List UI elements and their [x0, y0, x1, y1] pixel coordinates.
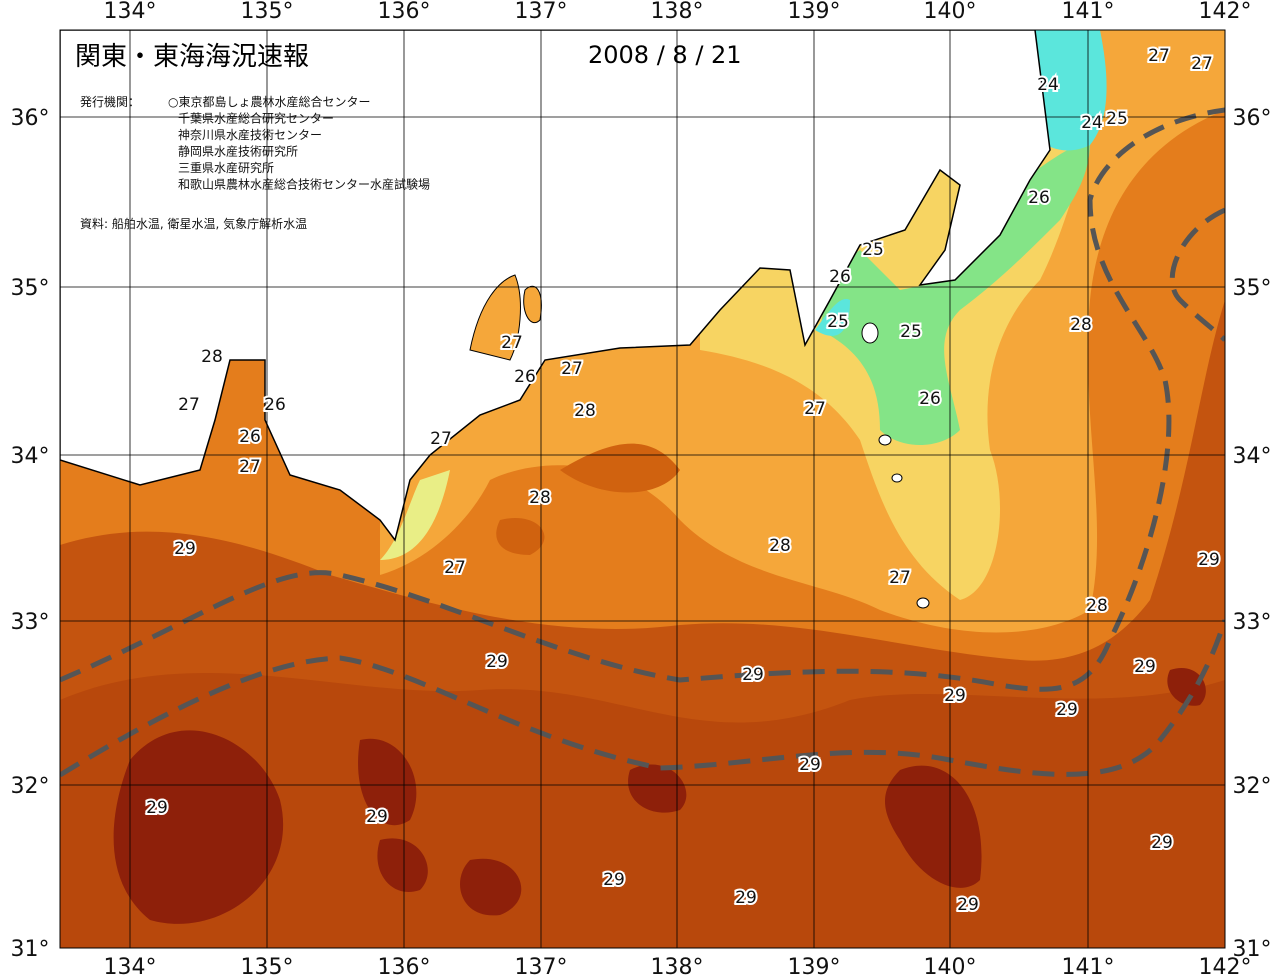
contour-label: 27: [178, 395, 200, 415]
agency: 三重県水産研究所: [178, 160, 274, 175]
contour-label: 26: [514, 367, 536, 387]
source: 資料: 船舶水温, 衛星水温, 気象庁解析水温: [80, 216, 307, 231]
date: 2008 / 8 / 21: [588, 41, 742, 69]
contour-label: 29: [1056, 700, 1078, 720]
contour-label: 29: [1198, 550, 1220, 570]
longitude-label: 134°: [104, 955, 157, 980]
latitude-label: 33°: [11, 610, 50, 635]
longitude-label: 138°: [651, 955, 704, 980]
contour-label: 29: [603, 870, 625, 890]
latitude-label: 31°: [1233, 937, 1272, 962]
agency: 千葉県水産総合研究センター: [178, 111, 334, 126]
contour-label: 27: [430, 429, 452, 449]
contour-label: 27: [889, 568, 911, 588]
contour-label: 29: [742, 665, 764, 685]
graticule: [59, 29, 1226, 949]
longitude-label: 142°: [1199, 955, 1252, 980]
longitude-label: 136°: [378, 955, 431, 980]
latitude-label: 35°: [1233, 276, 1272, 301]
contour-label: 29: [366, 807, 388, 827]
longitude-label: 136°: [378, 0, 431, 24]
longitude-label: 140°: [924, 955, 977, 980]
contour-label: 25: [900, 322, 922, 342]
longitude-label: 138°: [651, 0, 704, 24]
longitude-label: 135°: [241, 0, 294, 24]
contour-label: 26: [239, 427, 261, 447]
contour-label: 27: [1148, 46, 1170, 66]
agencies-label: 発行機関：: [80, 94, 140, 109]
longitude-label: 142°: [1199, 0, 1252, 24]
contour-label: 29: [174, 539, 196, 559]
contour-label: 28: [201, 347, 223, 367]
agency-list: ○東京都島しょ農林水産総合センター千葉県水産総合研究センター神奈川県水産技術セン…: [168, 94, 430, 192]
latitude-label: 32°: [1233, 774, 1272, 799]
latitude-label: 33°: [1233, 610, 1272, 635]
contour-label: 29: [146, 798, 168, 818]
contour-label: 29: [944, 686, 966, 706]
latitude-label: 34°: [1233, 444, 1272, 469]
contour-label: 25: [827, 312, 849, 332]
contour-label: 29: [1151, 833, 1173, 853]
longitude-label: 137°: [515, 0, 568, 24]
latitude-label: 32°: [11, 774, 50, 799]
contour-label: 26: [1028, 188, 1050, 208]
contour-label: 29: [799, 755, 821, 775]
title: 関東・東海海況速報: [75, 42, 309, 72]
agency: 静岡県水産技術研究所: [178, 144, 298, 159]
longitude-label: 139°: [788, 955, 841, 980]
contour-label: 28: [574, 401, 596, 421]
longitude-label: 137°: [515, 955, 568, 980]
contour-label: 25: [862, 240, 884, 260]
axis-labels: 134° 134° 135° 135° 136° 136° 137° 137° 138° 138°…: [11, 0, 1272, 980]
contour-label: 29: [957, 895, 979, 915]
contour-label: 29: [486, 652, 508, 672]
contour-label: 27: [444, 558, 466, 578]
contour-label: 28: [769, 536, 791, 556]
contour-label: 26: [919, 389, 941, 409]
contour-label: 27: [804, 399, 826, 419]
contour-label: 25: [1106, 109, 1128, 129]
agency: 神奈川県水産技術センター: [178, 127, 322, 142]
contour-label: 28: [1070, 315, 1092, 335]
longitude-label: 141°: [1062, 0, 1115, 24]
contour-label: 24: [1081, 113, 1103, 133]
latitude-label: 34°: [11, 444, 50, 469]
latitude-label: 31°: [11, 937, 50, 962]
sea-temperature-map: [60, 30, 1225, 948]
longitude-label: 141°: [1062, 955, 1115, 980]
agency: 和歌山県農林水産総合技術センター水産試験場: [178, 177, 430, 192]
contour-label: 27: [239, 457, 261, 477]
contour-label: 24: [1037, 75, 1059, 95]
latitude-label: 36°: [1233, 106, 1272, 131]
agency: ○東京都島しょ農林水産総合センター: [168, 94, 370, 109]
contour-label: 27: [1191, 54, 1213, 74]
contour-label: 29: [735, 888, 757, 908]
contour-label: 27: [561, 359, 583, 379]
contour-label: 27: [501, 333, 523, 353]
longitude-label: 139°: [788, 0, 841, 24]
contour-label: 26: [264, 395, 286, 415]
contour-label: 26: [829, 267, 851, 287]
contour-label: 28: [1086, 596, 1108, 616]
contour-label: 28: [529, 488, 551, 508]
contour-label: 29: [1134, 657, 1156, 677]
longitude-label: 134°: [104, 0, 157, 24]
latitude-label: 35°: [11, 276, 50, 301]
longitude-label: 135°: [241, 955, 294, 980]
longitude-label: 140°: [924, 0, 977, 24]
latitude-label: 36°: [11, 106, 50, 131]
